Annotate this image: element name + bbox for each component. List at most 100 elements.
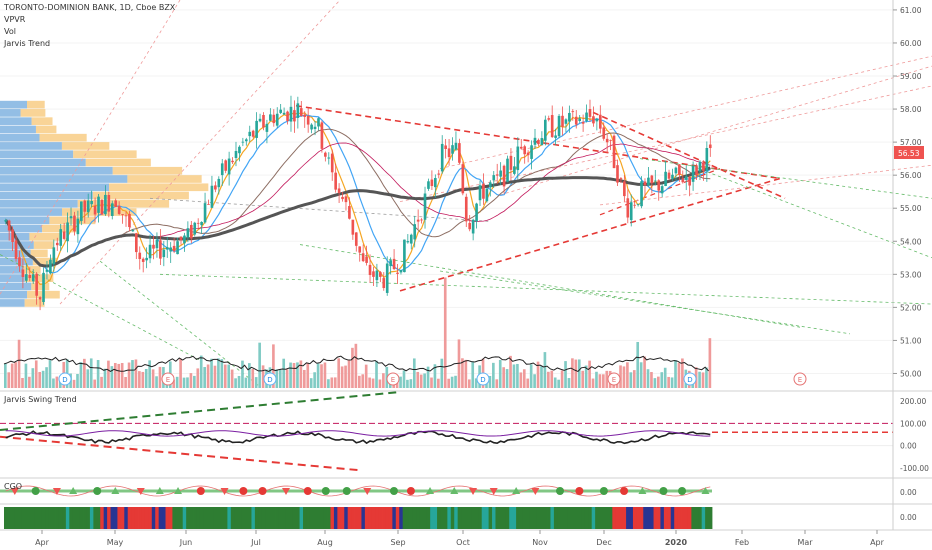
candle-body <box>427 181 430 189</box>
indicator-vpvr[interactable]: VPVR <box>4 15 26 24</box>
candle-body <box>409 234 413 244</box>
candle-body <box>482 183 485 199</box>
candle-body <box>678 164 681 175</box>
heat-cell <box>577 507 582 529</box>
candles[interactable] <box>4 95 712 311</box>
candle-body <box>368 264 372 275</box>
vpvr-down-bar <box>39 133 87 142</box>
heat-cell <box>657 507 661 529</box>
vpvr-down-bar <box>85 158 151 167</box>
volume-bar <box>440 358 444 388</box>
heat-cell <box>471 507 476 529</box>
candle-body <box>471 219 475 234</box>
volume-bar <box>677 362 681 388</box>
candle-body <box>152 244 155 249</box>
heat-cell <box>674 507 679 529</box>
heat-cell <box>72 507 77 529</box>
trend-line <box>399 177 781 292</box>
heat-cell <box>533 507 538 529</box>
volume-bar <box>241 360 244 388</box>
swing-pane-title[interactable]: Jarvis Swing Trend <box>4 395 77 404</box>
candle-body <box>217 178 221 188</box>
volume-bar <box>333 377 337 388</box>
heat-cell <box>691 507 696 529</box>
heat-cell <box>543 507 548 529</box>
heat-cell <box>502 507 507 529</box>
heat-cell <box>248 507 252 529</box>
candle-body <box>313 126 317 130</box>
heat-cell <box>608 507 613 529</box>
heat-cell <box>406 507 410 529</box>
heat-cell <box>615 507 620 529</box>
heat-cell <box>364 507 369 529</box>
heat-cell <box>292 507 297 529</box>
candle-body <box>516 146 520 171</box>
candle-body <box>454 142 458 150</box>
candle-body <box>11 229 14 242</box>
heat-cell <box>509 507 514 529</box>
candle-body <box>674 167 678 174</box>
event-marker-label: E <box>612 376 616 384</box>
volume-bar <box>107 360 110 388</box>
cgo-dot <box>239 487 248 495</box>
candle-body <box>458 143 461 163</box>
candle-body <box>581 121 585 124</box>
trend-line <box>439 55 932 169</box>
heat-cell <box>612 507 617 529</box>
volume-bar <box>351 347 354 388</box>
indicator-jarvis-trend[interactable]: Jarvis Trend <box>4 39 51 48</box>
event-marker-label: E <box>166 376 170 384</box>
volume-bar <box>309 378 313 388</box>
candle-body <box>489 182 492 188</box>
heat-cell <box>52 507 56 529</box>
heat-cell <box>69 507 74 529</box>
volume-bar <box>663 367 667 388</box>
heat-cell <box>636 507 641 529</box>
candle-body <box>104 194 107 215</box>
candle-body <box>248 131 252 137</box>
heat-cell <box>430 507 435 529</box>
cgo-pane-title[interactable]: CGO <box>4 482 23 491</box>
volume-bar <box>158 366 162 388</box>
heat-cell <box>254 507 259 529</box>
price-tick-label: 57.00 <box>900 138 922 147</box>
event-marker-label: E <box>391 376 395 384</box>
volume-bar <box>701 372 705 388</box>
swing-signal-line <box>5 430 711 437</box>
volume-bar <box>464 359 468 388</box>
vpvr-up-bar <box>0 125 36 134</box>
candle-body <box>275 113 279 126</box>
volume-bar <box>498 359 502 388</box>
candle-body <box>382 278 386 289</box>
heat-cell <box>361 507 366 529</box>
volume-bar <box>79 362 83 388</box>
volume-bar <box>571 358 574 388</box>
heat-cell <box>412 507 417 529</box>
vpvr-down-bar <box>33 241 54 249</box>
volume-bar <box>138 371 141 388</box>
candle-body <box>588 109 592 117</box>
volume-bar <box>89 358 93 388</box>
candle-body <box>351 219 355 235</box>
volume-bar <box>622 366 626 388</box>
volume-bar <box>52 378 55 388</box>
heat-cell <box>395 507 400 529</box>
candle-body <box>530 145 533 159</box>
volume-bar <box>17 339 21 388</box>
volume-bar <box>340 366 344 388</box>
indicator-vol[interactable]: Vol <box>4 27 16 36</box>
heat-cell <box>124 507 129 529</box>
volume-bar <box>354 343 358 388</box>
volume-bar <box>358 375 361 388</box>
candle-body <box>684 176 688 180</box>
volume-bar <box>272 344 275 388</box>
heat-cell <box>31 507 36 529</box>
volume-bar <box>96 359 100 388</box>
candle-body <box>141 258 145 262</box>
candle-body <box>475 203 478 222</box>
candle-body <box>372 271 375 277</box>
heat-cell <box>24 507 29 529</box>
heat-cell <box>626 507 630 529</box>
